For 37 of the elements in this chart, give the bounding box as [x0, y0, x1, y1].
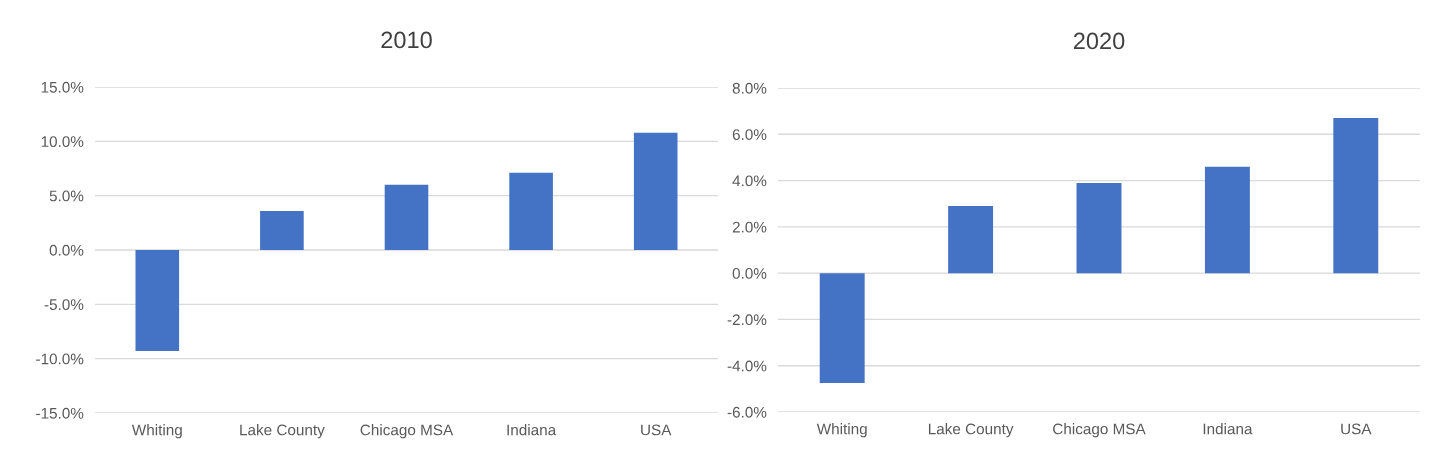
x-tick-label: USA	[1341, 423, 1372, 435]
bar	[509, 172, 553, 250]
bar	[1076, 182, 1122, 274]
y-tick-label: -6.0%	[727, 406, 767, 418]
y-tick-label: 0.0%	[732, 268, 767, 279]
y-tick-label: 2.0%	[732, 221, 767, 233]
y-tick-label: -2.0%	[727, 314, 767, 326]
x-tick-label: Chicago MSA	[360, 424, 454, 439]
y-tick-label: 15.0%	[41, 81, 84, 93]
bar	[1204, 166, 1250, 274]
y-tick-label: -4.0%	[727, 360, 767, 372]
y-tick-label: -10.0%	[36, 353, 84, 365]
x-tick-label: Chicago MSA	[1053, 423, 1146, 438]
bar	[135, 250, 180, 352]
bar	[819, 273, 865, 384]
y-tick-label: 5.0%	[49, 190, 84, 202]
y-tick-label: 8.0%	[732, 82, 767, 94]
x-tick-label: Indiana	[1203, 423, 1253, 435]
y-tick-label: 6.0%	[732, 129, 767, 140]
bar	[384, 184, 429, 250]
bar	[260, 210, 304, 250]
bar	[633, 132, 678, 250]
bar	[948, 206, 994, 274]
x-tick-label: Lake County	[928, 423, 1014, 438]
x-tick-label: Indiana	[507, 424, 557, 436]
y-tick-label: -15.0%	[36, 407, 84, 419]
y-tick-label: 0.0%	[49, 244, 84, 256]
chart-title: 2020	[1073, 32, 1125, 50]
chart-title: 2010	[381, 31, 432, 49]
x-tick-label: Whiting	[816, 423, 867, 438]
x-tick-label: Lake County	[240, 424, 325, 439]
y-tick-label: -5.0%	[44, 299, 84, 311]
bar	[1333, 118, 1379, 274]
x-tick-label: USA	[641, 424, 672, 436]
y-tick-label: 10.0%	[41, 136, 84, 148]
y-tick-label: 4.0%	[732, 175, 767, 187]
x-tick-label: Whiting	[131, 424, 182, 439]
